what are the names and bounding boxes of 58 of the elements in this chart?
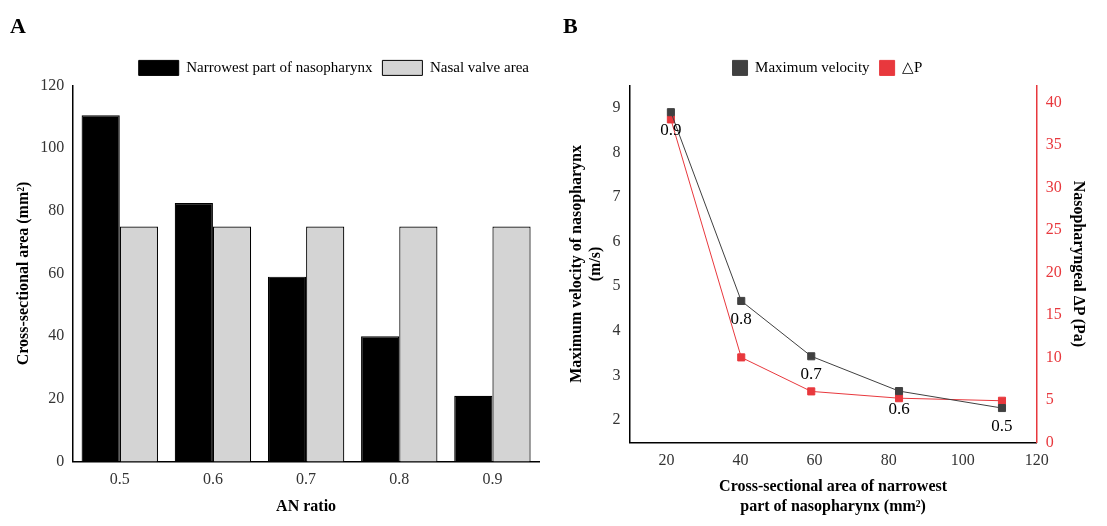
y-tick-label: 0 bbox=[56, 451, 65, 469]
y-axis-title: Cross-sectional area (mm²) bbox=[13, 181, 32, 366]
y-tick-label: 2 bbox=[612, 410, 621, 428]
y2-tick-label: 20 bbox=[1045, 262, 1062, 280]
y-axis-title: Maximum velocity of nasopharynx (m/s) bbox=[566, 145, 604, 383]
x-tick-label: 60 bbox=[806, 451, 823, 469]
annotation: 0.6 bbox=[888, 399, 910, 419]
y-tick-label: 7 bbox=[612, 187, 621, 205]
x-tick-label: 120 bbox=[1024, 451, 1049, 469]
y2-tick-label: 35 bbox=[1045, 135, 1062, 153]
y-tick-label: 100 bbox=[40, 138, 65, 156]
y-tick-label: 3 bbox=[612, 365, 621, 383]
legend-label: Maximum velocity bbox=[755, 58, 871, 75]
legend-label: Narrowest part of nasopharynx bbox=[186, 58, 373, 75]
chart-title: B bbox=[563, 12, 578, 38]
y2-tick-label: 40 bbox=[1045, 92, 1062, 110]
annotation: 0.7 bbox=[800, 364, 823, 384]
y2-tick-label: 5 bbox=[1045, 390, 1054, 408]
y-tick-label: 20 bbox=[48, 389, 65, 407]
x-tick-label: 80 bbox=[880, 451, 897, 469]
x-tick-label: 0.7 bbox=[296, 470, 317, 488]
y2-tick-label: 25 bbox=[1045, 220, 1062, 238]
point bbox=[737, 353, 746, 362]
point bbox=[807, 387, 816, 396]
point bbox=[894, 387, 904, 396]
chart-title: A bbox=[10, 12, 26, 38]
x-tick-label: 0.9 bbox=[482, 470, 503, 488]
y2-tick-label: 0 bbox=[1045, 432, 1054, 450]
x-axis-title: AN ratio bbox=[276, 496, 337, 514]
y-tick-label: 60 bbox=[48, 263, 65, 281]
x-tick-label: 0.8 bbox=[389, 470, 410, 488]
legend-label: △P bbox=[902, 58, 923, 75]
x-tick-label: 20 bbox=[658, 451, 675, 469]
y-tick-label: 4 bbox=[612, 321, 621, 339]
legend-label: Nasal valve area bbox=[429, 58, 530, 75]
y-tick-label: 5 bbox=[612, 276, 621, 294]
point bbox=[666, 108, 675, 117]
x-tick-label: 0.5 bbox=[109, 470, 130, 488]
y2-tick-label: 10 bbox=[1045, 347, 1062, 365]
point bbox=[807, 352, 816, 361]
x-axis-title: Cross-sectional area of narrowest part of nasopharynx (mm²) bbox=[719, 477, 948, 515]
y-tick-label: 120 bbox=[40, 75, 65, 93]
point bbox=[997, 404, 1007, 413]
x-tick-label: 0.6 bbox=[202, 470, 223, 488]
y-tick-label: 6 bbox=[612, 231, 621, 249]
y2-axis-title: Nasopharyngeal ΔP (Pa) bbox=[1070, 180, 1089, 348]
annotation: 0.5 bbox=[991, 416, 1013, 436]
point bbox=[737, 296, 746, 305]
y-tick-label: 80 bbox=[48, 201, 65, 218]
y-tick-label: 8 bbox=[612, 142, 621, 160]
y-tick-label: 9 bbox=[612, 97, 621, 115]
x-tick-label: 100 bbox=[950, 451, 975, 469]
x-tick-label: 40 bbox=[732, 451, 749, 469]
y2-tick-label: 15 bbox=[1045, 305, 1062, 323]
y-tick-label: 40 bbox=[48, 326, 65, 344]
annotation: 0.8 bbox=[730, 308, 752, 328]
y2-tick-label: 30 bbox=[1045, 177, 1062, 195]
annotation: 0.9 bbox=[660, 120, 682, 140]
